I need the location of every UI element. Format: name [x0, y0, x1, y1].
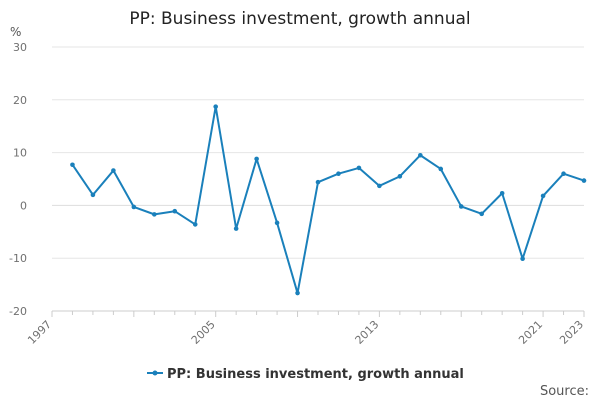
data-point[interactable] [192, 222, 198, 227]
x-axis-ticks: 1997 2005 2013 2021 2023 [25, 311, 586, 347]
y-tick-label: -10 [9, 252, 27, 265]
data-point[interactable] [172, 208, 178, 214]
legend[interactable]: PP: Business investment, growth annual [147, 367, 464, 382]
source-label: Source: [540, 384, 589, 399]
data-point[interactable] [274, 220, 280, 226]
x-tick-label: 2023 [557, 318, 586, 347]
data-point[interactable] [540, 193, 546, 199]
x-tick-label: 2021 [516, 318, 545, 347]
chart-title: PP: Business investment, growth annual [129, 9, 470, 29]
data-point[interactable] [520, 256, 525, 262]
x-tick-label: 1997 [25, 318, 54, 347]
y-axis-unit: % [10, 25, 21, 39]
y-tick-label: 0 [20, 199, 27, 212]
legend-label: PP: Business investment, growth annual [167, 367, 464, 382]
legend-swatch-marker [152, 370, 158, 376]
data-point[interactable] [152, 212, 157, 217]
y-tick-label: 30 [13, 41, 27, 54]
data-point[interactable] [111, 168, 116, 173]
series-line [71, 105, 585, 295]
data-point[interactable] [254, 156, 259, 162]
data-point[interactable] [479, 211, 484, 217]
data-point[interactable] [418, 152, 423, 158]
data-point[interactable] [131, 204, 137, 210]
y-tick-label: 20 [13, 94, 27, 107]
data-point[interactable] [438, 166, 444, 172]
gridlines [52, 46, 584, 312]
data-point[interactable] [356, 165, 362, 171]
data-point[interactable] [295, 290, 300, 296]
data-point[interactable] [561, 171, 566, 177]
data-point[interactable] [581, 178, 587, 183]
data-point[interactable] [233, 226, 239, 231]
data-point[interactable] [499, 190, 505, 196]
data-point[interactable] [397, 174, 403, 179]
x-tick-label: 2005 [189, 318, 218, 347]
series-group [70, 104, 587, 296]
data-point[interactable] [458, 204, 464, 209]
y-axis-ticks: -20 -10 0 10 20 30 [9, 41, 27, 318]
y-tick-label: -20 [9, 305, 27, 318]
data-point[interactable] [377, 183, 382, 189]
data-point[interactable] [213, 104, 218, 109]
data-point[interactable] [90, 192, 96, 198]
data-point[interactable] [70, 162, 75, 168]
y-tick-label: 10 [13, 147, 27, 160]
data-point[interactable] [315, 179, 321, 185]
x-tick-label: 2013 [353, 318, 382, 347]
data-point[interactable] [336, 171, 341, 177]
